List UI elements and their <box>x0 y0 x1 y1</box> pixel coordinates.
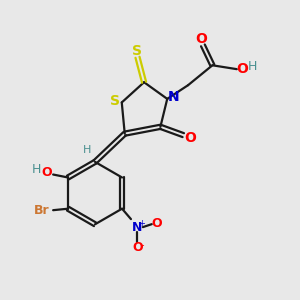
Text: O: O <box>132 241 143 254</box>
Text: O: O <box>196 32 207 46</box>
Text: H: H <box>32 163 41 176</box>
Text: O: O <box>41 166 52 178</box>
Text: N: N <box>168 90 180 104</box>
Text: S: S <box>132 44 142 58</box>
Text: N: N <box>132 220 143 234</box>
Text: H: H <box>248 60 257 73</box>
Text: Br: Br <box>33 204 49 217</box>
Text: S: S <box>110 94 120 108</box>
Text: O: O <box>236 62 248 76</box>
Text: -: - <box>140 241 144 250</box>
Text: H: H <box>82 145 91 155</box>
Text: O: O <box>184 130 196 145</box>
Text: +: + <box>138 219 145 228</box>
Text: O: O <box>152 217 162 230</box>
